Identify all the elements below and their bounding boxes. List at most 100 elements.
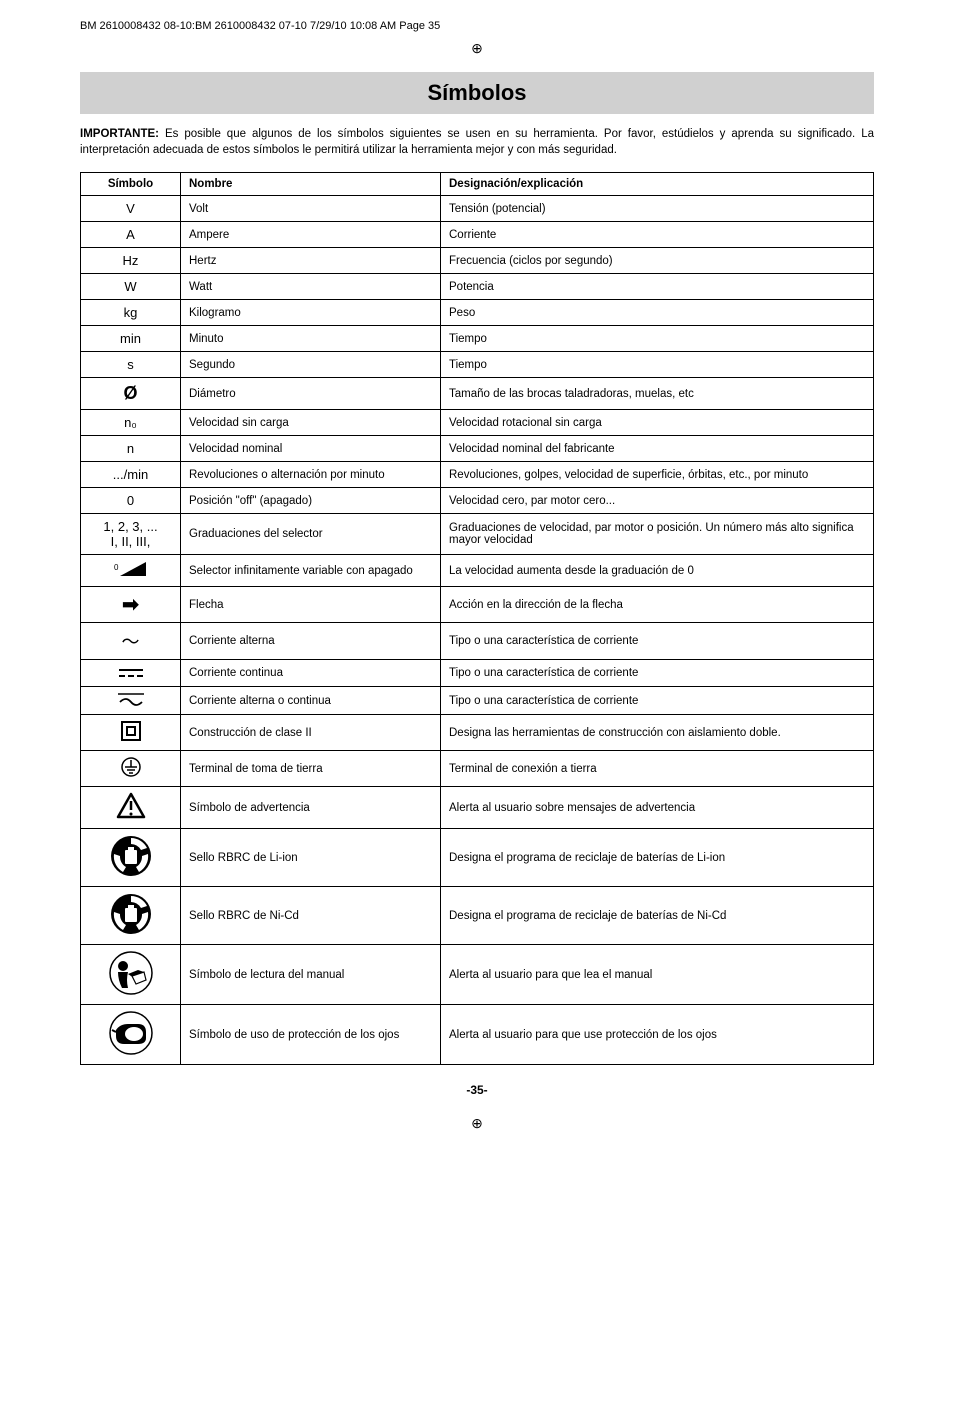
desig-cell: Corriente (441, 222, 874, 248)
symbol-cell: ➡ (81, 587, 181, 623)
desig-cell: Tensión (potencial) (441, 196, 874, 222)
nombre-cell: Velocidad nominal (181, 436, 441, 462)
nombre-cell: Construcción de clase II (181, 715, 441, 751)
symbol-cell: Hz (81, 248, 181, 274)
class2-icon (120, 720, 142, 745)
nombre-cell: Diámetro (181, 378, 441, 410)
table-row: 1, 2, 3, ... I, II, III, Graduaciones de… (81, 514, 874, 555)
table-row: min Minuto Tiempo (81, 326, 874, 352)
symbol-cell: n (81, 436, 181, 462)
desig-cell: Velocidad nominal del fabricante (441, 436, 874, 462)
dc-icon (117, 666, 145, 681)
table-row: s Segundo Tiempo (81, 352, 874, 378)
desig-cell: Designa el programa de reciclaje de bate… (441, 887, 874, 945)
nombre-cell: Volt (181, 196, 441, 222)
table-row: Símbolo de uso de protección de los ojos… (81, 1005, 874, 1065)
nombre-cell: Posición "off" (apagado) (181, 488, 441, 514)
earth-terminal-icon (120, 756, 142, 781)
header-designacion: Designación/explicación (441, 173, 874, 196)
symbols-table: Símbolo Nombre Designación/explicación V… (80, 172, 874, 1065)
desig-cell: Designa el programa de reciclaje de bate… (441, 829, 874, 887)
nombre-cell: Símbolo de lectura del manual (181, 945, 441, 1005)
nombre-cell: Minuto (181, 326, 441, 352)
acdc-icon (116, 692, 146, 709)
intro-text: Es posible que algunos de los símbolos s… (80, 128, 874, 156)
ac-icon: 〜 (122, 632, 140, 652)
symbol-cell: kg (81, 300, 181, 326)
symbol-cell (81, 1005, 181, 1065)
table-row: Símbolo de advertencia Alerta al usuario… (81, 787, 874, 829)
symbol-cell: .../min (81, 462, 181, 488)
nombre-cell: Corriente alterna (181, 623, 441, 660)
table-row: Símbolo de lectura del manual Alerta al … (81, 945, 874, 1005)
nombre-cell: Corriente alterna o continua (181, 687, 441, 715)
nombre-cell: Graduaciones del selector (181, 514, 441, 555)
symbol-cell (81, 715, 181, 751)
table-row: kg Kilogramo Peso (81, 300, 874, 326)
nombre-cell: Sello RBRC de Li-ion (181, 829, 441, 887)
table-header-row: Símbolo Nombre Designación/explicación (81, 173, 874, 196)
symbol-cell: n₀ (81, 410, 181, 436)
desig-cell: Alerta al usuario para que lea el manual (441, 945, 874, 1005)
desig-cell: Frecuencia (ciclos por segundo) (441, 248, 874, 274)
desig-cell: Tipo o una característica de corriente (441, 623, 874, 660)
page-number: -35- (80, 1083, 874, 1097)
symbol-cell: V (81, 196, 181, 222)
crop-mark-bottom: ⊕ (80, 1115, 874, 1132)
header-nombre: Nombre (181, 173, 441, 196)
table-row: Construcción de clase II Designa las her… (81, 715, 874, 751)
desig-cell: Peso (441, 300, 874, 326)
table-row: Hz Hertz Frecuencia (ciclos por segundo) (81, 248, 874, 274)
nombre-cell: Kilogramo (181, 300, 441, 326)
symbol-cell: W (81, 274, 181, 300)
table-row: 0 Selector infinitamente variable con ap… (81, 555, 874, 587)
symbol-cell: min (81, 326, 181, 352)
header-line: BM 2610008432 08-10:BM 2610008432 07-10 … (80, 20, 874, 32)
selector-graph-icon: 0 (114, 560, 148, 581)
nombre-cell: Watt (181, 274, 441, 300)
symbol-cell: 〜 (81, 623, 181, 660)
desig-cell: Velocidad rotacional sin carga (441, 410, 874, 436)
table-row: A Ampere Corriente (81, 222, 874, 248)
table-row: ➡ Flecha Acción en la dirección de la fl… (81, 587, 874, 623)
nombre-cell: Revoluciones o alternación por minuto (181, 462, 441, 488)
symbol-cell: 0 (81, 488, 181, 514)
eye-protection-icon (108, 1010, 154, 1059)
desig-cell: Acción en la dirección de la flecha (441, 587, 874, 623)
desig-cell: Graduaciones de velocidad, par motor o p… (441, 514, 874, 555)
desig-cell: Velocidad cero, par motor cero... (441, 488, 874, 514)
nombre-cell: Símbolo de advertencia (181, 787, 441, 829)
symbol-cell (81, 887, 181, 945)
nombre-cell: Sello RBRC de Ni-Cd (181, 887, 441, 945)
symbol-cell: A (81, 222, 181, 248)
symbol-cell (81, 829, 181, 887)
desig-cell: Tiempo (441, 326, 874, 352)
desig-cell: Tiempo (441, 352, 874, 378)
desig-cell: Alerta al usuario para que use protecció… (441, 1005, 874, 1065)
desig-cell: Potencia (441, 274, 874, 300)
intro-bold: IMPORTANTE: (80, 128, 159, 140)
svg-text:0: 0 (114, 563, 119, 572)
rbrc-liion-icon (109, 834, 153, 881)
nombre-cell: Hertz (181, 248, 441, 274)
nombre-cell: Terminal de toma de tierra (181, 751, 441, 787)
nombre-cell: Flecha (181, 587, 441, 623)
symbol-cell: 1, 2, 3, ... I, II, III, (81, 514, 181, 555)
nombre-cell: Selector infinitamente variable con apag… (181, 555, 441, 587)
table-row: n Velocidad nominal Velocidad nominal de… (81, 436, 874, 462)
crop-mark-top: ⊕ (80, 40, 874, 57)
table-row: Sello RBRC de Ni-Cd Designa el programa … (81, 887, 874, 945)
header-simbolo: Símbolo (81, 173, 181, 196)
table-row: Corriente continua Tipo o una caracterís… (81, 660, 874, 687)
desig-cell: Terminal de conexión a tierra (441, 751, 874, 787)
symbol-cell (81, 787, 181, 829)
symbol-cell: Ø (81, 378, 181, 410)
table-row: 0 Posición "off" (apagado) Velocidad cer… (81, 488, 874, 514)
symbol-cell (81, 660, 181, 687)
read-manual-icon (108, 950, 154, 999)
table-row: Terminal de toma de tierra Terminal de c… (81, 751, 874, 787)
desig-cell: Tipo o una característica de corriente (441, 687, 874, 715)
desig-cell: La velocidad aumenta desde la graduación… (441, 555, 874, 587)
desig-cell: Alerta al usuario sobre mensajes de adve… (441, 787, 874, 829)
title-bar: Símbolos (80, 72, 874, 114)
